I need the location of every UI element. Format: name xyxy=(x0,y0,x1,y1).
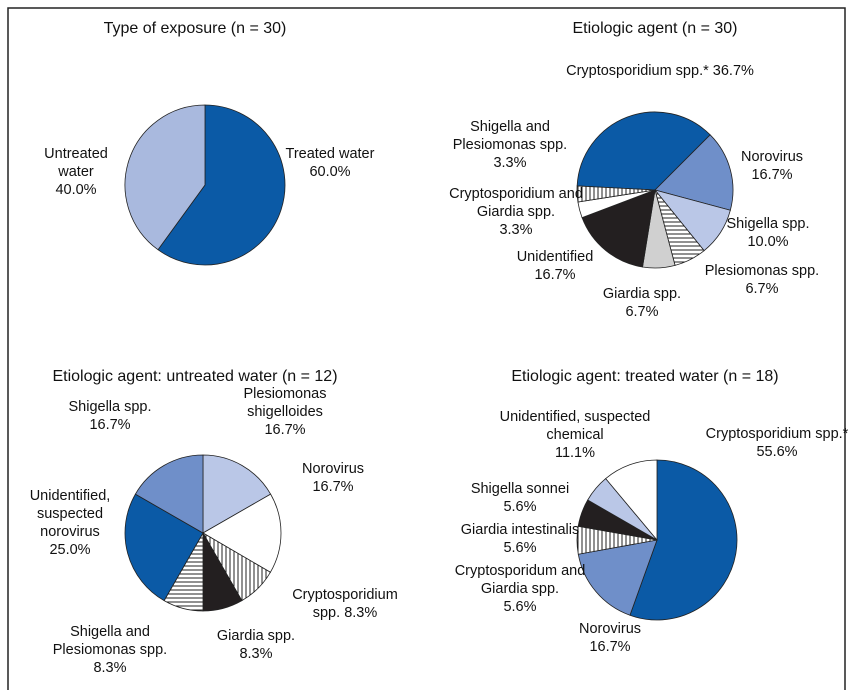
slice-label: Norovirus 16.7% xyxy=(288,460,378,496)
pie-slice xyxy=(654,134,734,211)
slice-value: 11.1% xyxy=(554,445,596,461)
slice-value: 36.7% xyxy=(712,63,754,79)
slice-name: Shigella spp. xyxy=(726,216,810,232)
slice-value: 5.6% xyxy=(503,599,537,615)
slice-value: 16.7% xyxy=(264,422,306,438)
pie-slice xyxy=(629,459,738,621)
slice-value: 3.3% xyxy=(499,222,533,238)
slice-label: Cryptosporidium spp.* 36.7% xyxy=(530,62,790,80)
slice-name: Norovirus xyxy=(301,461,365,477)
slice-label: Untreated water 40.0% xyxy=(31,145,121,199)
slice-label: Norovirus 16.7% xyxy=(560,620,660,656)
slice-label: Cryptosporidum and Giardia spp. 5.6% xyxy=(445,562,595,616)
chart-title: Type of exposure (n = 30) xyxy=(103,20,287,37)
slice-label: Shigella sonnei 5.6% xyxy=(445,480,595,516)
slice-name: Shigella spp. xyxy=(68,399,152,415)
slice-label: Norovirus 16.7% xyxy=(727,148,817,184)
slice-label: Unidentified, suspected chemical 11.1% xyxy=(495,408,655,462)
slice-name: Giardia spp. xyxy=(602,286,682,302)
slice-name: Cryptosporidium and Giardia spp. xyxy=(449,186,583,220)
slice-value: 8.3% xyxy=(239,646,273,662)
slice-value: 6.7% xyxy=(625,304,659,320)
slice-name: Unidentified, suspected norovirus xyxy=(29,488,111,540)
slice-name: Shigella and Plesiomonas spp. xyxy=(452,119,568,153)
slice-name: Plesiomonas shigelloides xyxy=(243,386,327,420)
slice-value: 16.7% xyxy=(89,417,131,433)
slice-label: Unidentified, suspected norovirus 25.0% xyxy=(10,487,130,559)
frame xyxy=(7,7,846,690)
slice-name: Shigella sonnei xyxy=(470,481,570,497)
pie-slice xyxy=(605,459,658,542)
slice-label: Shigella spp. 16.7% xyxy=(60,398,160,434)
slice-value: 16.7% xyxy=(751,167,793,183)
pie-slice xyxy=(134,454,204,534)
slice-name: Unidentified xyxy=(516,249,594,265)
slice-value: 5.6% xyxy=(503,540,537,556)
slice-label: Plesiomonas shigelloides 16.7% xyxy=(220,385,350,439)
slice-name: Giardia intestinalis xyxy=(460,522,580,538)
slice-name: Norovirus xyxy=(578,621,642,637)
chart-title: Etiologic agent: untreated water (n = 12… xyxy=(52,368,338,385)
pie-slice xyxy=(576,185,656,203)
pie-slice xyxy=(202,493,282,573)
pie-slice xyxy=(202,454,272,534)
slice-label: Cryptosporidium and Giardia spp. 3.3% xyxy=(441,185,591,239)
slice-name: Cryptosporidum and Giardia spp. xyxy=(454,563,586,597)
slice-label: Giardia spp. 6.7% xyxy=(592,285,692,321)
pie-slice xyxy=(576,111,711,191)
slice-name: Plesiomonas spp. xyxy=(704,263,820,279)
slice-value: 16.7% xyxy=(312,479,354,495)
chart-title: Etiologic agent (n = 30) xyxy=(572,20,738,37)
slice-value: 60.0% xyxy=(309,164,351,180)
slice-value: 10.0% xyxy=(747,234,789,250)
slice-label: Shigella spp. 10.0% xyxy=(713,215,823,251)
pie-slice xyxy=(577,539,658,616)
slice-value: 6.7% xyxy=(745,281,779,297)
slice-value: 40.0% xyxy=(55,182,97,198)
slice-label: Shigella and Plesiomonas spp. 8.3% xyxy=(40,623,180,677)
slice-value: 8.3% xyxy=(344,605,378,621)
slice-name: Shigella and Plesiomonas spp. xyxy=(52,624,168,658)
slice-value: 5.6% xyxy=(503,499,537,515)
pie-slice xyxy=(124,104,206,251)
slice-name: Treated water xyxy=(285,146,375,162)
slice-label: Giardia intestinalis 5.6% xyxy=(435,521,605,557)
slice-label: Cryptosporidium spp. 8.3% xyxy=(280,586,410,622)
slice-name: Giardia spp. xyxy=(216,628,296,644)
slice-name: Cryptosporidium spp.* xyxy=(705,426,849,442)
slice-name: Cryptosporidium spp.* xyxy=(566,63,709,79)
slice-label: Plesiomonas spp. 6.7% xyxy=(687,262,837,298)
slice-value: 3.3% xyxy=(493,155,527,171)
slice-name: Unidentified, suspected chemical xyxy=(499,409,651,443)
slice-value: 8.3% xyxy=(93,660,127,676)
slice-name: Cryptosporidium spp. xyxy=(292,587,398,621)
pie-slice xyxy=(581,189,656,268)
slice-label: Cryptosporidium spp.* 55.6% xyxy=(702,425,852,461)
slice-label: Unidentified 16.7% xyxy=(505,248,605,284)
slice-label: Giardia spp. 8.3% xyxy=(201,627,311,663)
slice-label: Shigella and Plesiomonas spp. 3.3% xyxy=(445,118,575,172)
pie-slice xyxy=(157,104,286,266)
slice-name: Untreated water xyxy=(44,146,108,180)
slice-value: 25.0% xyxy=(49,542,91,558)
slice-value: 16.7% xyxy=(589,639,631,655)
slice-value: 55.6% xyxy=(756,444,798,460)
slice-name: Norovirus xyxy=(740,149,804,165)
chart-title: Etiologic agent: treated water (n = 18) xyxy=(511,368,779,385)
slice-value: 16.7% xyxy=(534,267,576,283)
pie-slice xyxy=(124,493,204,602)
slice-label: Treated water 60.0% xyxy=(285,145,375,181)
